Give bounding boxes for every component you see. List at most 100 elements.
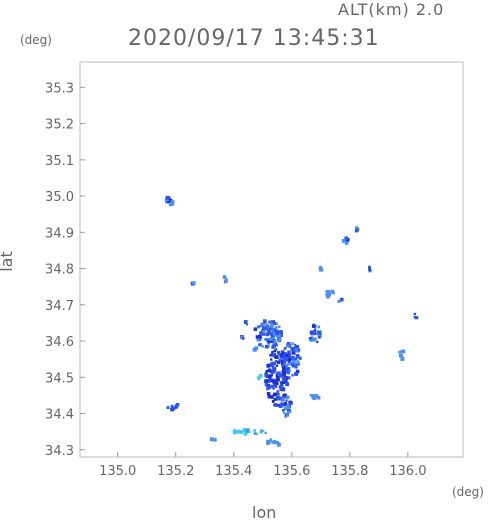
echo-pixel [400, 350, 404, 354]
echo-pixel [308, 337, 313, 341]
echo-pixel [280, 402, 283, 405]
echo-pixel [316, 395, 321, 400]
echo-pixel [284, 376, 288, 380]
echo-pixel [272, 328, 276, 333]
echo-pixel [267, 394, 271, 399]
echo-pixel [288, 344, 292, 348]
echo-pixel [283, 402, 287, 406]
echo-pixel [277, 442, 280, 445]
echo-pixel [175, 403, 180, 407]
echo-pixel [282, 354, 286, 358]
echo-pixel [270, 374, 273, 377]
echo-pixel [267, 341, 271, 345]
echo-layer [164, 195, 419, 447]
echo-pixel [258, 373, 263, 378]
echo-pixel [270, 370, 275, 375]
radar-echo [240, 335, 245, 340]
echo-pixel [268, 320, 272, 324]
echo-pixel [294, 357, 298, 361]
echo-pixel [278, 374, 283, 378]
echo-pixel [277, 393, 280, 396]
echo-pixel [168, 203, 172, 207]
echo-pixel [166, 406, 170, 409]
echo-pixel [398, 354, 403, 358]
echo-pixel [319, 267, 324, 272]
echo-pixel [274, 355, 279, 359]
echo-pixel [270, 395, 274, 399]
echo-pixel [272, 338, 277, 343]
echo-pixel [296, 369, 300, 374]
y-tick-label: 35.1 [45, 154, 74, 169]
echo-pixel [266, 386, 271, 390]
echo-pixel [288, 355, 292, 359]
echo-pixel [255, 432, 259, 436]
echo-pixel [253, 432, 257, 435]
echo-pixel [273, 397, 277, 401]
echo-pixel [316, 340, 319, 343]
echo-pixel [273, 342, 276, 345]
echo-pixel [168, 198, 173, 203]
radar-echo [257, 373, 263, 381]
echo-pixel [279, 386, 283, 391]
echo-pixel [277, 442, 281, 447]
echo-pixel [294, 348, 298, 352]
echo-pixel [267, 368, 272, 373]
echo-pixel [253, 429, 257, 432]
echo-pixel [286, 342, 290, 345]
x-axis-title: lon [252, 503, 277, 522]
echo-pixel [368, 265, 371, 268]
echo-pixel [281, 374, 284, 377]
echo-pixel [272, 387, 275, 390]
echo-pixel [266, 363, 271, 368]
echo-pixel [279, 383, 284, 387]
echo-pixel [264, 344, 269, 349]
echo-pixel [398, 350, 401, 354]
echo-pixel [268, 383, 271, 386]
echo-pixel [275, 374, 279, 378]
echo-pixel [259, 331, 264, 336]
echo-pixel [262, 430, 265, 433]
echo-pixel [276, 378, 280, 382]
echo-pixel [286, 396, 290, 400]
radar-echo [164, 195, 175, 207]
echo-pixel [318, 331, 322, 335]
echo-pixel [274, 326, 278, 329]
echo-pixel [414, 316, 418, 320]
echo-pixel [171, 408, 174, 411]
y-tick-label: 34.8 [45, 263, 74, 278]
echo-pixel [245, 429, 250, 433]
echo-pixel [271, 320, 274, 323]
echo-pixel [272, 361, 277, 366]
echo-pixel [259, 430, 263, 434]
echo-pixel [291, 355, 295, 359]
echo-pixel [261, 345, 264, 348]
echo-pixel [257, 376, 260, 379]
radar-echo [341, 236, 350, 245]
radar-echo [243, 320, 249, 326]
echo-pixel [401, 349, 406, 354]
echo-pixel [266, 392, 271, 396]
echo-pixel [264, 338, 267, 341]
echo-pixel [269, 337, 273, 341]
echo-pixel [270, 379, 274, 383]
echo-pixel [270, 358, 273, 361]
echo-pixel [278, 358, 281, 361]
echo-pixel [286, 405, 291, 410]
echo-pixel [275, 364, 278, 367]
echo-pixel [297, 363, 300, 366]
echo-pixel [273, 392, 277, 397]
echo-pixel [280, 356, 283, 359]
radar-echo [318, 265, 324, 272]
echo-pixel [331, 291, 335, 295]
echo-pixel [275, 379, 278, 382]
echo-pixel [277, 350, 281, 355]
echo-pixel [262, 332, 266, 336]
echo-pixel [281, 365, 284, 368]
echo-pixel [285, 367, 290, 371]
echo-pixel [311, 324, 316, 328]
echo-pixel [272, 380, 276, 384]
echo-pixel [270, 333, 274, 337]
echo-pixel [266, 326, 271, 330]
echo-pixel [282, 367, 286, 371]
echo-pixel [284, 415, 287, 418]
